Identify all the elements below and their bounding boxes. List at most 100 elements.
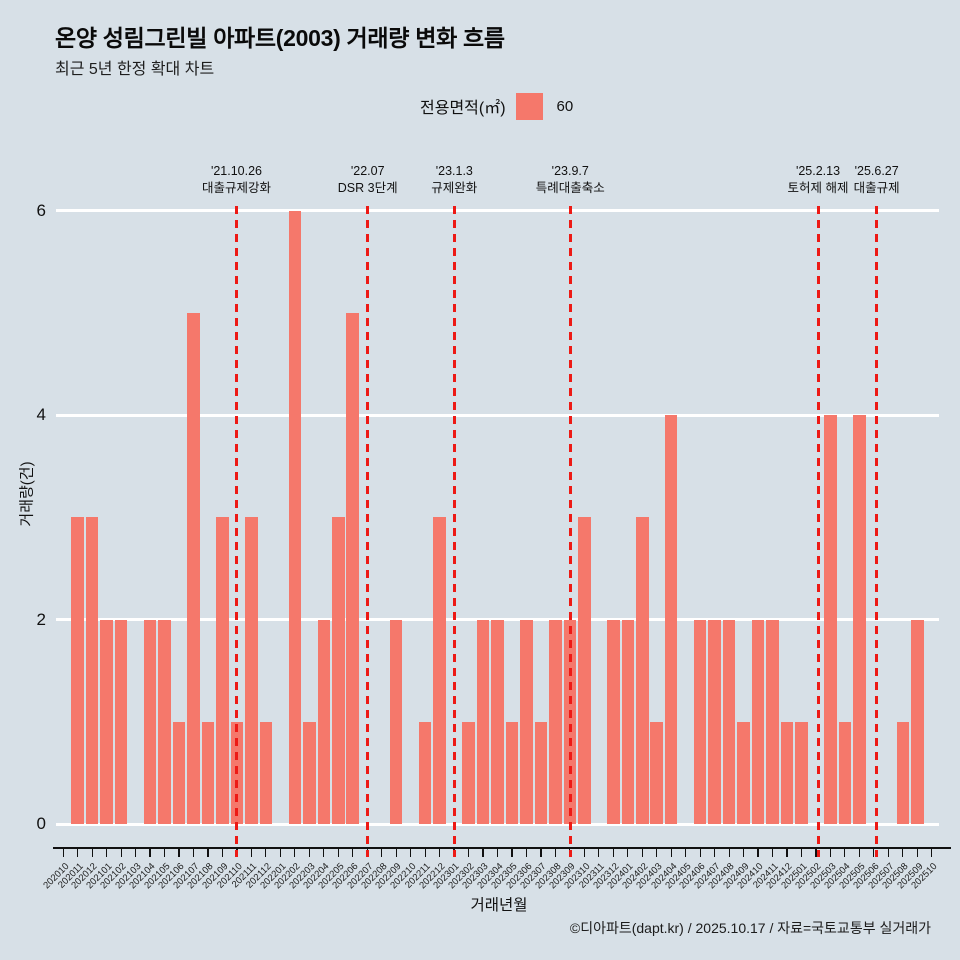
bar-202409: [737, 721, 750, 824]
bar-202101: [100, 619, 113, 824]
bar-202112: [259, 721, 273, 824]
x-axis-title: 거래년월: [470, 897, 528, 914]
x-tick: [714, 848, 716, 857]
event-line-2: [452, 206, 456, 857]
x-tick: [873, 848, 875, 857]
x-tick: [381, 848, 383, 857]
bar-202202: [288, 210, 302, 824]
x-tick: [91, 848, 93, 857]
x-tick: [250, 848, 252, 857]
x-tick: [410, 848, 412, 857]
bar-202305: [505, 721, 519, 824]
x-tick: [757, 848, 759, 857]
x-tick: [163, 848, 166, 857]
x-tick: [583, 848, 585, 857]
x-tick: [294, 848, 296, 857]
bar-202410: [751, 619, 765, 824]
x-tick: [265, 848, 267, 857]
y-tick-label-2: 2: [36, 609, 46, 629]
x-axis-line: [53, 847, 951, 849]
bar-202308: [549, 619, 562, 824]
bar-202404: [664, 415, 678, 824]
x-tick: [742, 848, 745, 857]
x-tick: [771, 848, 774, 857]
legend-label: 전용면적(㎡): [420, 100, 506, 117]
y-tick-label-4: 4: [36, 405, 46, 425]
legend-swatch: [515, 92, 543, 120]
x-tick: [685, 848, 687, 857]
event-date: '25.2.13: [795, 164, 841, 178]
x-tick: [699, 848, 701, 857]
gridline-y-6: [56, 209, 939, 213]
event-annotation-2: '23.1.3 규제완화: [431, 163, 477, 197]
x-tick: [829, 848, 832, 857]
x-tick: [149, 848, 151, 857]
bar-202312: [607, 619, 620, 824]
gridline-y-0: [56, 822, 939, 826]
x-tick: [221, 848, 224, 857]
event-annotation-3: '23.9.7 특례대출축소: [536, 163, 605, 197]
event-date: '21.10.26: [210, 164, 263, 178]
event-date: '25.6.27: [854, 164, 899, 178]
x-tick: [844, 848, 846, 857]
x-tick: [511, 848, 513, 857]
x-tick: [916, 848, 918, 857]
bar-202501: [795, 721, 808, 824]
bar-202503: [824, 415, 837, 824]
event-line-1: [366, 206, 370, 857]
y-tick-label-6: 6: [36, 200, 46, 220]
x-tick: [815, 848, 817, 857]
x-tick: [135, 848, 137, 857]
x-tick: [323, 848, 325, 857]
x-tick: [438, 848, 441, 857]
bar-202205: [332, 517, 345, 824]
page-title: 온양 성림그린빌 아파트(2003) 거래량 변화 흐름: [55, 25, 505, 51]
x-tick: [482, 848, 484, 857]
x-tick: [467, 848, 470, 857]
bar-202412: [780, 721, 794, 824]
bar-202408: [722, 619, 736, 824]
x-tick: [77, 848, 79, 857]
x-tick: [308, 848, 310, 857]
page-subtitle: 최근 5년 한정 확대 차트: [55, 61, 215, 78]
bar-202310: [578, 517, 591, 824]
bar-202406: [693, 619, 707, 824]
x-tick: [786, 848, 788, 857]
bar-202504: [838, 721, 852, 824]
event-date: '23.1.3: [435, 164, 473, 178]
legend-value: 60: [556, 97, 574, 115]
gridline-y-4: [56, 413, 939, 417]
x-tick: [902, 848, 904, 857]
bar-202012: [85, 517, 99, 824]
bar-202508: [896, 721, 910, 824]
event-line-3: [568, 206, 572, 857]
x-tick: [728, 848, 730, 857]
bar-202403: [650, 721, 663, 824]
event-label: DSR 3단계: [337, 181, 398, 195]
bar-202102: [114, 619, 128, 824]
bar-202106: [172, 721, 186, 824]
bar-202011: [71, 517, 84, 824]
bar-202306: [520, 619, 533, 824]
event-line-0: [234, 206, 238, 857]
y-tick-label-0: 0: [36, 814, 46, 833]
x-tick: [598, 848, 600, 857]
x-tick: [554, 848, 556, 857]
x-tick: [120, 848, 122, 857]
x-tick: [800, 848, 803, 857]
bar-202211: [418, 721, 432, 824]
attribution: ©디아파트(dapt.kr) / 2025.10.17 / 자료=국토교통부 실…: [569, 920, 931, 936]
x-tick: [395, 848, 397, 857]
x-tick: [887, 848, 889, 857]
x-tick: [279, 848, 281, 857]
bar-202401: [621, 619, 635, 824]
x-tick: [525, 848, 528, 857]
bar-202402: [636, 517, 649, 824]
event-annotation-1: '22.07 DSR 3단계: [338, 163, 398, 197]
bar-202212: [433, 517, 446, 824]
x-tick: [931, 848, 933, 857]
bar-202209: [389, 619, 403, 824]
bar-202509: [911, 619, 924, 824]
bar-202505: [853, 415, 866, 824]
event-label: 대출규제강화: [201, 181, 271, 195]
